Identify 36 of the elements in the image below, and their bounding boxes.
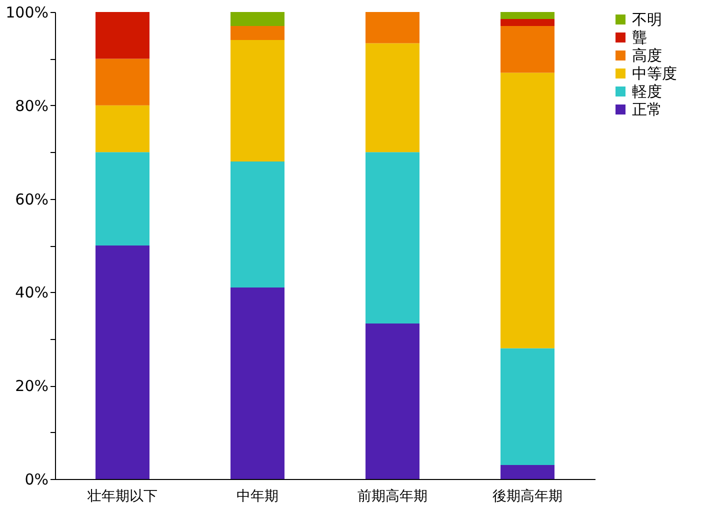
x-tick-label: 後期高年期 bbox=[492, 488, 562, 504]
bar bbox=[500, 12, 554, 20]
bar bbox=[366, 152, 420, 324]
bar bbox=[230, 26, 284, 40]
bar bbox=[500, 26, 554, 73]
bar bbox=[96, 58, 150, 106]
y-tick-label: 0% bbox=[24, 470, 48, 488]
x-tick-label: 前期高年期 bbox=[358, 488, 428, 504]
bar bbox=[500, 348, 554, 465]
bar bbox=[366, 43, 420, 152]
bar bbox=[366, 323, 420, 479]
bar bbox=[96, 246, 150, 479]
bar bbox=[230, 288, 284, 479]
legend-label: 軽度 bbox=[632, 82, 662, 100]
legend-label: 中等度 bbox=[632, 64, 677, 82]
bar bbox=[96, 105, 150, 152]
bar bbox=[96, 12, 150, 59]
bar bbox=[230, 12, 284, 26]
bar bbox=[230, 40, 284, 162]
bar bbox=[230, 161, 284, 288]
y-tick-label: 80% bbox=[15, 96, 48, 115]
legend-label: 正常 bbox=[632, 100, 662, 118]
x-tick-label: 中年期 bbox=[236, 488, 278, 504]
legend-label: 不明 bbox=[632, 10, 662, 28]
y-tick-label: 20% bbox=[15, 377, 48, 396]
bar bbox=[366, 12, 420, 44]
bar bbox=[500, 72, 554, 348]
legend-label: 聾 bbox=[632, 28, 647, 46]
y-tick-label: 100% bbox=[6, 4, 48, 22]
bar bbox=[500, 464, 554, 479]
bar bbox=[500, 19, 554, 26]
y-tick-label: 40% bbox=[15, 284, 48, 302]
bar bbox=[96, 152, 150, 246]
y-tick-label: 60% bbox=[15, 190, 48, 208]
x-tick-label: 壮年期以下 bbox=[86, 488, 158, 504]
legend-label: 高度 bbox=[632, 46, 662, 64]
